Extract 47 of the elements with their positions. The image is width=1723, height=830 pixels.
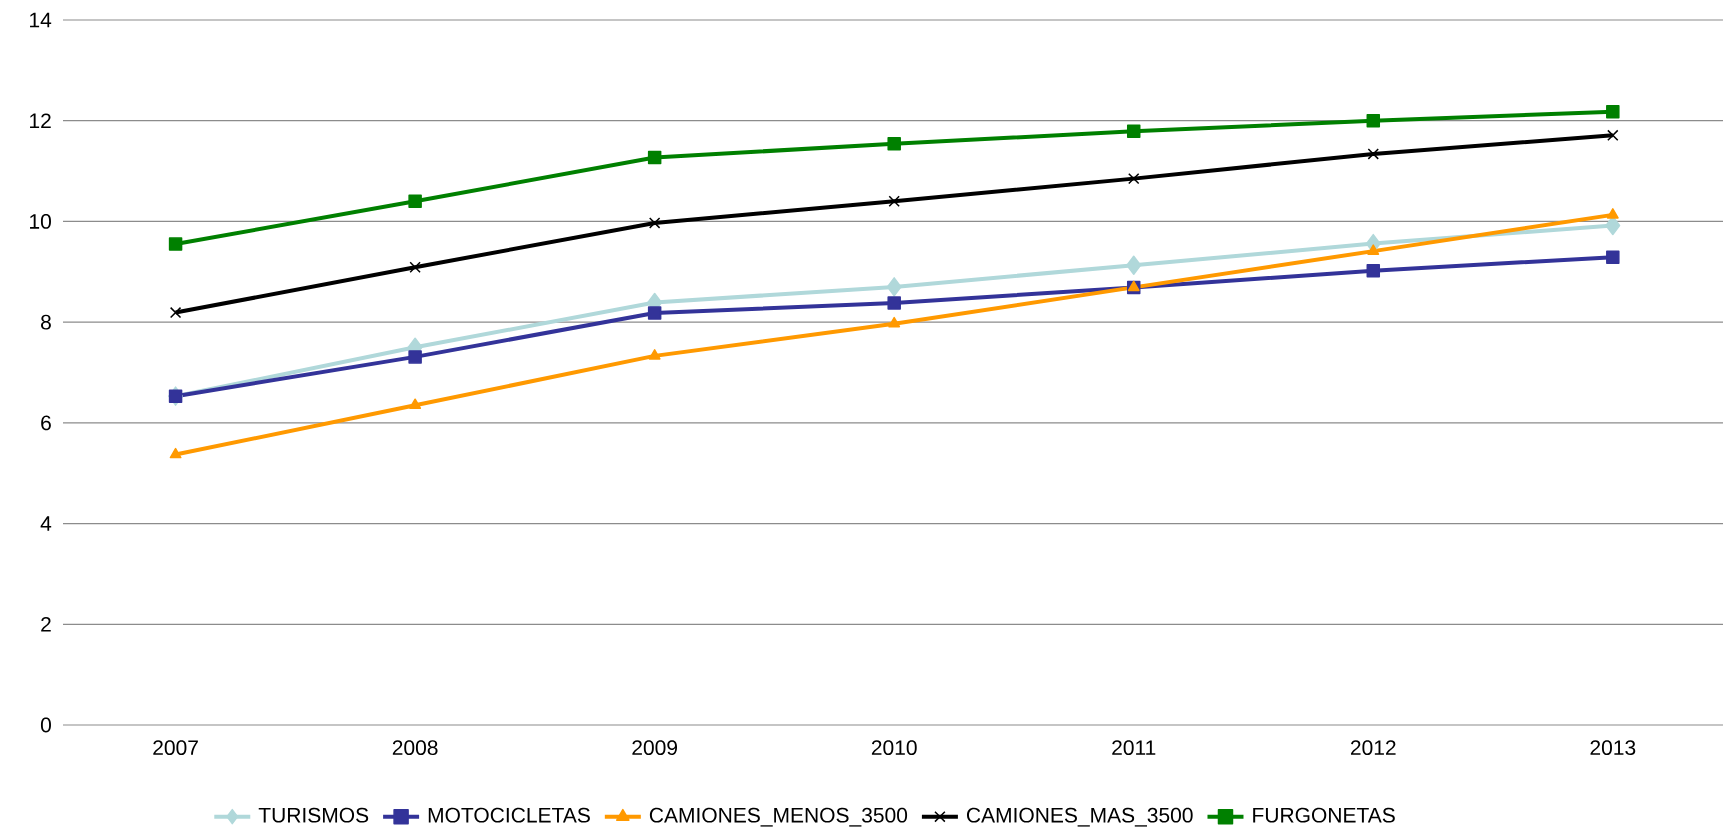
point: [647, 306, 662, 320]
x-tick-label: 2007: [153, 740, 198, 756]
point: [647, 150, 662, 165]
point: [888, 316, 901, 328]
point: [648, 217, 661, 229]
point: [1606, 250, 1620, 264]
point: [1606, 208, 1619, 219]
point: [1367, 148, 1379, 160]
y-tick-label: 8: [41, 314, 51, 330]
legend-label: CAMIONES_MAS_3500: [966, 807, 1193, 827]
legend-label: CAMIONES_MENOS_3500: [649, 807, 908, 827]
x-tick-label: 2012: [1350, 740, 1396, 756]
legend-label: MOTOCICLETAS: [428, 807, 590, 823]
x-tick-label: 2010: [871, 740, 917, 756]
point: [886, 277, 902, 297]
x-tick-label: 2009: [632, 740, 678, 756]
point: [887, 296, 901, 310]
y-tick-label: 4: [40, 516, 52, 531]
x-tick-label: 2011: [1112, 740, 1156, 756]
point: [409, 398, 422, 409]
point: [168, 237, 183, 251]
y-tick-label: 14: [30, 12, 52, 28]
y-tick-label: 2: [41, 616, 51, 632]
x-tick-label: 2008: [392, 740, 438, 756]
point: [1126, 255, 1142, 275]
y-tick-label: 6: [41, 415, 51, 431]
point: [1126, 124, 1141, 139]
y-tick-label: 10: [30, 213, 51, 229]
point: [1366, 113, 1381, 128]
point: [409, 261, 421, 273]
point: [648, 349, 661, 360]
point: [1367, 244, 1380, 255]
legend-label: FURGONETAS: [1253, 807, 1395, 823]
point: [1128, 172, 1140, 185]
legend-label: TURISMOS: [258, 807, 369, 823]
point: [169, 447, 182, 459]
y-tick-label: 12: [30, 113, 51, 129]
point: [1607, 129, 1619, 142]
point: [408, 350, 422, 364]
y-tick-label: 0: [40, 717, 51, 733]
point: [1366, 264, 1381, 278]
point: [169, 306, 182, 319]
point: [888, 195, 900, 207]
point: [408, 194, 422, 209]
x-tick-label: 2013: [1590, 740, 1636, 756]
point: [887, 137, 901, 151]
point: [1606, 104, 1620, 119]
